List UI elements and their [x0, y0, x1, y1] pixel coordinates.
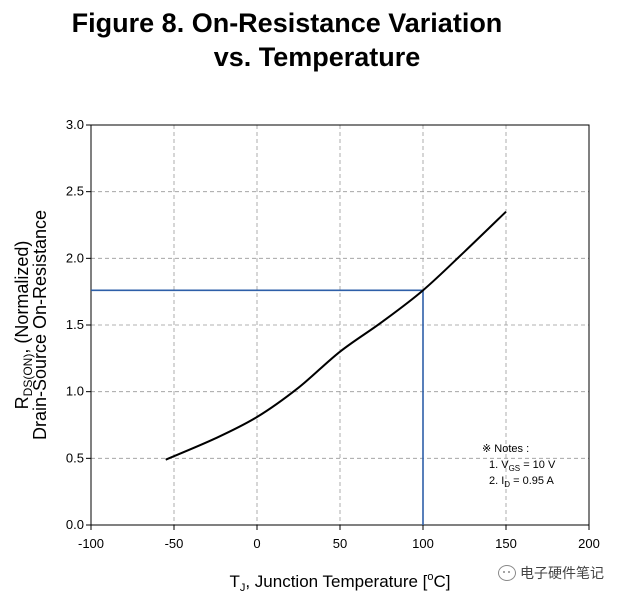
reference-lines: [91, 289, 424, 525]
y-tick-label: 2.0: [66, 250, 84, 265]
x-tick-label: -100: [78, 536, 104, 551]
x-tick-label: 0: [253, 536, 260, 551]
watermark-text: 电子硬件笔记: [520, 566, 604, 582]
x-axis-label-sub: J: [240, 582, 246, 594]
note-2-sub: D: [504, 480, 510, 489]
watermark: 电子硬件笔记: [498, 563, 604, 583]
x-axis-label-prefix: T: [229, 572, 239, 591]
note-2-suffix: = 0.95 A: [510, 475, 554, 487]
x-tick-label: 200: [578, 536, 600, 551]
svg-text:1. VGS = 10 V: 1. VGS = 10 V: [489, 459, 556, 473]
notes-box: ※ Notes : 1. VGS = 10 V 2. ID = 0.95 A: [482, 443, 556, 489]
wechat-icon: [498, 565, 516, 581]
x-axis-label-main: , Junction Temperature [: [245, 572, 427, 591]
y-tick-label: 0.5: [66, 450, 84, 465]
y-tick-label: 1.0: [66, 384, 84, 399]
x-tick-label: 150: [495, 536, 517, 551]
note-2-prefix: 2. I: [489, 475, 504, 487]
y-axis-label-sub: DS(ON): [21, 354, 35, 397]
x-tick-label: 100: [412, 536, 434, 551]
chart-title: Figure 8. On-Resistance Variation vs. Te…: [0, 6, 600, 74]
svg-text:※ Notes :: ※ Notes :: [482, 443, 529, 455]
x-tick-label: 50: [333, 536, 347, 551]
y-axis-label: Drain-Source On-Resistance RDS(ON), (Nor…: [12, 210, 50, 440]
y-tick-label: 1.5: [66, 317, 84, 332]
y-tick-label: 3.0: [66, 117, 84, 132]
x-axis-label: TJ, Junction Temperature [oC]: [229, 571, 450, 594]
note-1-suffix: = 10 V: [520, 459, 556, 471]
chart-title-line1: Figure 8. On-Resistance Variation: [71, 8, 503, 38]
axis-ticks: -100 -50 0 50 100 150 200 0.0 0.5 1.0 1.5 2.0 2.5 3.0: [66, 117, 600, 551]
y-tick-label: 2.5: [66, 184, 84, 199]
note-1-sub: GS: [509, 464, 521, 473]
y-axis-label-norm: , (Normalized): [12, 241, 32, 354]
x-axis-label-sup: o: [427, 571, 433, 583]
svg-text:2. ID = 0.95 A: 2. ID = 0.95 A: [489, 475, 554, 489]
x-tick-label: -50: [165, 536, 184, 551]
note-1-prefix: 1. V: [489, 459, 509, 471]
notes-header: ※ Notes :: [482, 443, 529, 455]
y-tick-label: 0.0: [66, 517, 84, 532]
svg-text:Drain-Source On-Resistance: Drain-Source On-Resistance: [30, 210, 50, 440]
svg-text:RDS(ON), (Normalized): RDS(ON), (Normalized): [12, 241, 35, 410]
chart-title-line2: vs. Temperature: [213, 42, 421, 72]
y-axis-label-r: R: [12, 396, 32, 409]
x-axis-label-suffix: C]: [434, 572, 451, 591]
y-axis-label-line1: Drain-Source On-Resistance: [30, 210, 50, 440]
series-line-rds-on: [165, 210, 507, 461]
